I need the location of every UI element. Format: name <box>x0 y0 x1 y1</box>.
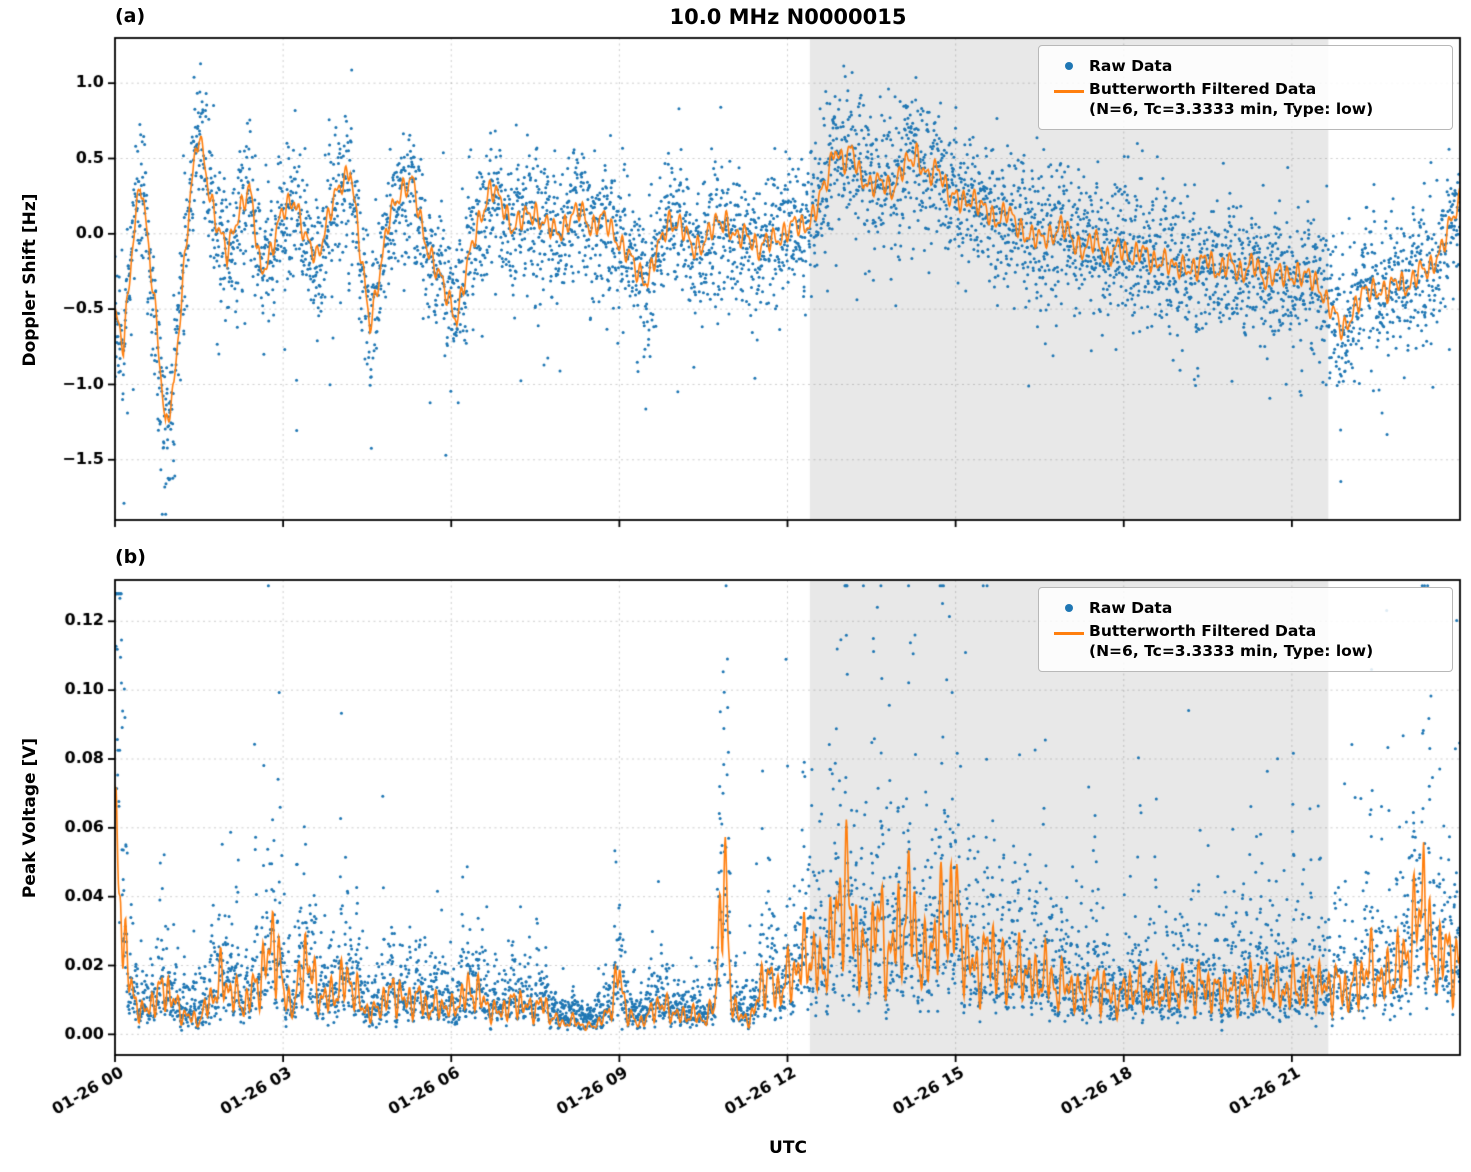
filtered-line-marker-icon <box>1049 623 1089 643</box>
filtered-data-label: Butterworth Filtered Data <box>1089 80 1317 99</box>
y-axis-label-doppler: Doppler Shift [Hz] <box>20 193 40 367</box>
panel-a-label: (a) <box>115 5 146 27</box>
legend-entry-filtered: Butterworth Filtered Data (N=6, Tc=3.333… <box>1049 621 1440 661</box>
raw-data-marker-icon <box>1049 56 1089 76</box>
filtered-data-sublabel: (N=6, Tc=3.3333 min, Type: low) <box>1089 642 1374 661</box>
raw-data-label: Raw Data <box>1089 599 1173 617</box>
legend-entry-raw: Raw Data <box>1049 56 1440 76</box>
raw-data-label: Raw Data <box>1089 57 1173 75</box>
legend-panel-a: Raw Data Butterworth Filtered Data (N=6,… <box>1038 45 1453 131</box>
x-axis-label: UTC <box>769 1138 807 1158</box>
y-axis-label-voltage: Peak Voltage [V] <box>20 737 40 899</box>
legend-entry-filtered: Butterworth Filtered Data (N=6, Tc=3.333… <box>1049 79 1440 119</box>
filtered-data-sublabel: (N=6, Tc=3.3333 min, Type: low) <box>1089 100 1374 119</box>
panel-b-label: (b) <box>115 546 146 568</box>
legend-panel-b: Raw Data Butterworth Filtered Data (N=6,… <box>1038 587 1453 673</box>
chart-title: 10.0 MHz N0000015 <box>669 5 907 29</box>
legend-entry-raw: Raw Data <box>1049 598 1440 618</box>
raw-data-marker-icon <box>1049 598 1089 618</box>
filtered-line-marker-icon <box>1049 81 1089 101</box>
filtered-data-label: Butterworth Filtered Data <box>1089 622 1317 641</box>
